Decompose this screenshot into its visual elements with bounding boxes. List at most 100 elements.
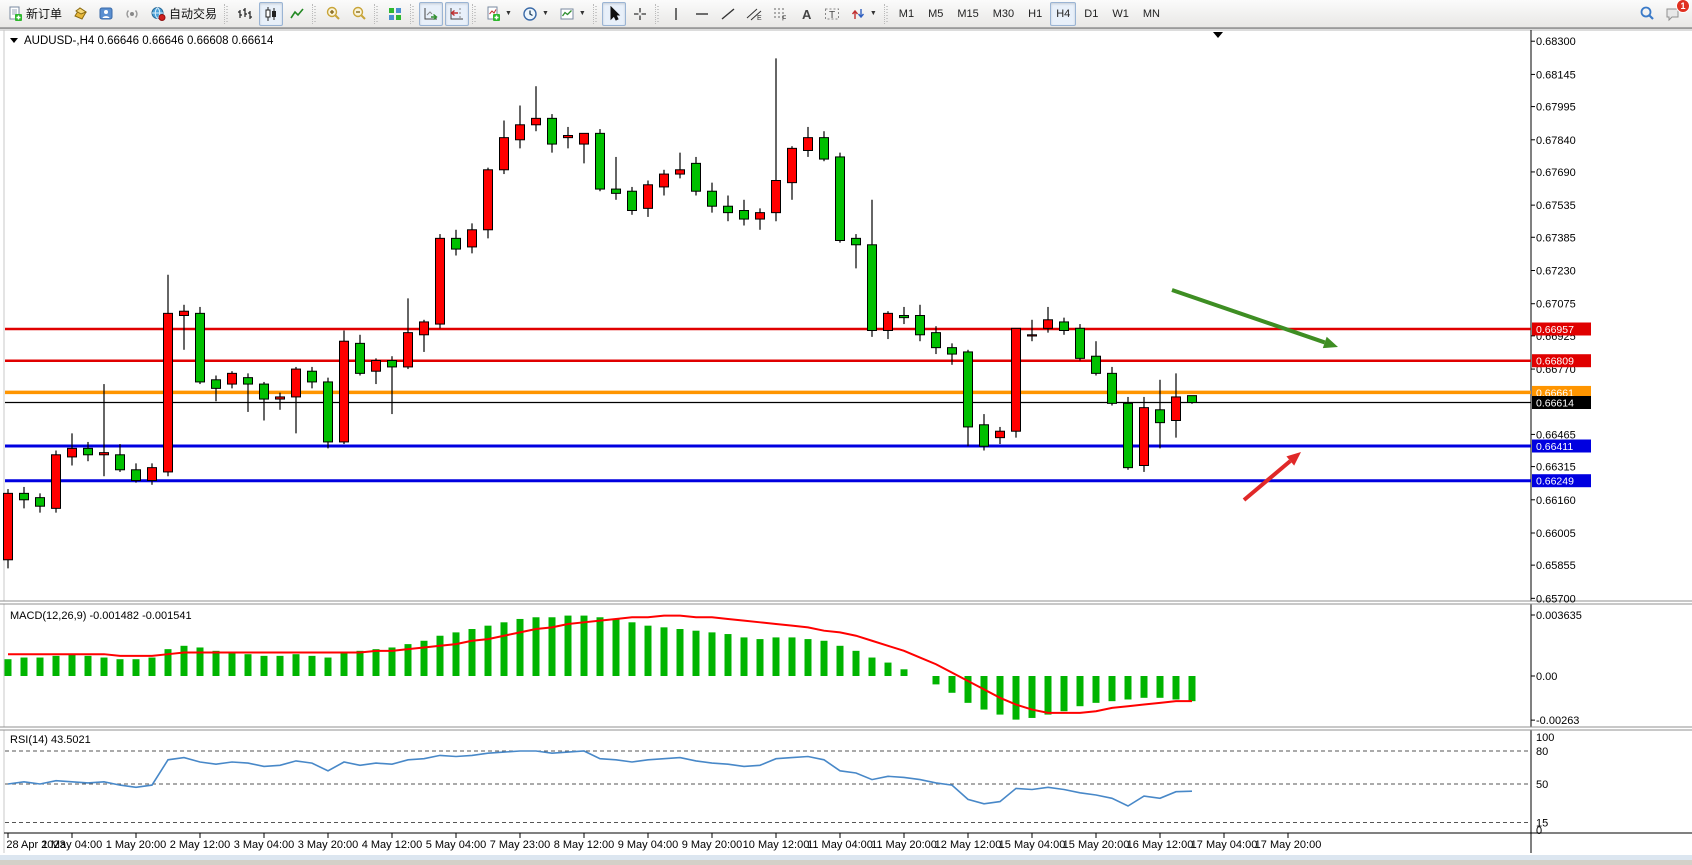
chevron-down-icon[interactable]: ▼ — [869, 10, 877, 17]
autotrading-button[interactable]: 自动交易 — [146, 2, 221, 26]
tf-m30-button[interactable]: M30 — [987, 2, 1020, 26]
candle-body — [483, 169, 493, 231]
price-tick-label: 0.66465 — [1536, 429, 1576, 441]
candle-body — [819, 137, 829, 160]
candle-body — [83, 447, 93, 456]
tf-m1-button[interactable]: M1 — [893, 2, 920, 26]
arrows-button[interactable]: ▼ — [846, 2, 881, 26]
macd-histogram-bar — [692, 630, 700, 676]
macd-histogram-bar — [356, 650, 364, 676]
search-button[interactable] — [1635, 2, 1659, 26]
hline-button[interactable] — [690, 2, 714, 26]
community-button[interactable] — [94, 2, 118, 26]
signals-button[interactable] — [120, 2, 144, 26]
cursor-icon — [610, 5, 621, 21]
price-tick-label: 0.66005 — [1536, 528, 1576, 540]
auto-scroll-button[interactable] — [419, 1, 444, 26]
svg-text:F: F — [782, 15, 786, 22]
candle-body — [835, 156, 845, 242]
candle-body — [547, 117, 557, 145]
price-tick-label: 0.67075 — [1536, 299, 1576, 311]
label-icon: T — [824, 8, 839, 21]
zoom-in-button[interactable] — [321, 2, 345, 26]
macd-histogram-bar — [836, 645, 844, 676]
candle-body — [643, 184, 653, 209]
tile-windows-button[interactable] — [383, 2, 407, 26]
crosshair-button[interactable] — [628, 2, 652, 26]
indicators-button[interactable]: ▼ — [481, 2, 516, 26]
price-tag-label: 0.66614 — [1536, 397, 1574, 409]
line-chart-button[interactable] — [285, 2, 309, 26]
chart-shift-marker-icon[interactable] — [1213, 32, 1223, 38]
chevron-down-icon[interactable]: ▼ — [541, 10, 549, 17]
candle-body — [707, 190, 717, 207]
toolbar-group-trade: 新订单 自动交易 — [2, 2, 222, 26]
macd-histogram-bar — [4, 659, 12, 676]
cursor-button[interactable] — [601, 1, 626, 26]
candle-body — [499, 137, 509, 171]
bar-chart-button[interactable] — [233, 2, 257, 26]
fibonacci-button[interactable]: F — [768, 2, 792, 26]
downtrend-arrow-head — [1322, 336, 1338, 349]
macd-histogram-bar — [580, 615, 588, 676]
candle-body — [1107, 372, 1117, 404]
candlestick-button[interactable] — [259, 1, 284, 26]
tf-m5-button[interactable]: M5 — [922, 2, 949, 26]
candle-body — [419, 321, 429, 336]
macd-histogram-bar — [820, 640, 828, 676]
vline-button[interactable] — [664, 2, 688, 26]
chevron-down-icon[interactable]: ▼ — [578, 10, 586, 17]
tf-m15-button[interactable]: M15 — [951, 2, 984, 26]
candle-body — [275, 396, 285, 400]
macd-histogram-bar — [772, 637, 780, 676]
toolbar-group-pointer — [601, 1, 653, 26]
bounce-arrow[interactable] — [1242, 459, 1292, 502]
periods-button[interactable]: ▼ — [518, 2, 553, 26]
candle-body — [323, 381, 333, 443]
tf-h1-button[interactable]: H1 — [1022, 2, 1048, 26]
candle-body — [755, 212, 765, 220]
price-tick-label: 0.67690 — [1536, 167, 1576, 179]
macd-histogram-bar — [52, 655, 60, 676]
tf-w1-button[interactable]: W1 — [1106, 2, 1135, 26]
text-button[interactable]: A — [794, 2, 818, 26]
chart-menu-icon[interactable] — [10, 38, 18, 43]
macd-histogram-bar — [228, 652, 236, 676]
zoom-out-button[interactable] — [347, 2, 371, 26]
zoom-out-icon — [352, 6, 366, 20]
chart-window: 0.68300 0.68145 0.67995 0.67840 0.67690 0.675… — [0, 28, 1692, 860]
macd-label: MACD(12,26,9) -0.001482 -0.001541 — [10, 610, 192, 622]
price-chart[interactable]: 0.68300 0.68145 0.67995 0.67840 0.67690 0.675… — [0, 29, 1692, 860]
toolbar-separator — [224, 3, 231, 24]
chevron-down-icon[interactable]: ▼ — [505, 10, 512, 17]
templates-button[interactable]: ▼ — [555, 2, 590, 26]
tf-d1-button[interactable]: D1 — [1078, 2, 1104, 26]
trendline-button[interactable] — [716, 2, 740, 26]
candle-body — [915, 315, 925, 336]
downtrend-arrow[interactable] — [1171, 288, 1326, 345]
new-order-button[interactable]: 新订单 — [3, 2, 66, 26]
trendline-icon — [721, 7, 735, 20]
toolbar-separator — [472, 3, 479, 24]
price-tag-label: 0.66411 — [1536, 441, 1573, 453]
price-tick-label: 0.68145 — [1536, 69, 1576, 81]
notifications-button[interactable]: 1 — [1661, 0, 1690, 26]
tf-mn-button[interactable]: MN — [1137, 2, 1166, 26]
fibonacci-icon: F — [773, 8, 786, 22]
candle-body — [771, 180, 781, 214]
macd-histogram-bar — [420, 640, 428, 676]
search-icon — [1640, 6, 1654, 20]
chart-shift-button[interactable] — [445, 1, 470, 26]
channel-button[interactable]: E — [742, 2, 766, 26]
label-button[interactable]: T — [820, 2, 844, 26]
candlestick-icon — [265, 6, 277, 21]
candle-body — [1187, 395, 1197, 403]
candle-body — [595, 132, 605, 190]
time-tick-label: 3 May 04:00 — [234, 839, 295, 851]
macd-tick-label: 0.00 — [1536, 671, 1557, 683]
macd-histogram-bar — [308, 655, 316, 676]
price-tick-label: 0.65855 — [1536, 560, 1576, 572]
tf-h4-button[interactable]: H4 — [1050, 1, 1077, 26]
price-tick-label: 0.66160 — [1536, 495, 1576, 507]
deposit-button[interactable] — [68, 2, 92, 26]
